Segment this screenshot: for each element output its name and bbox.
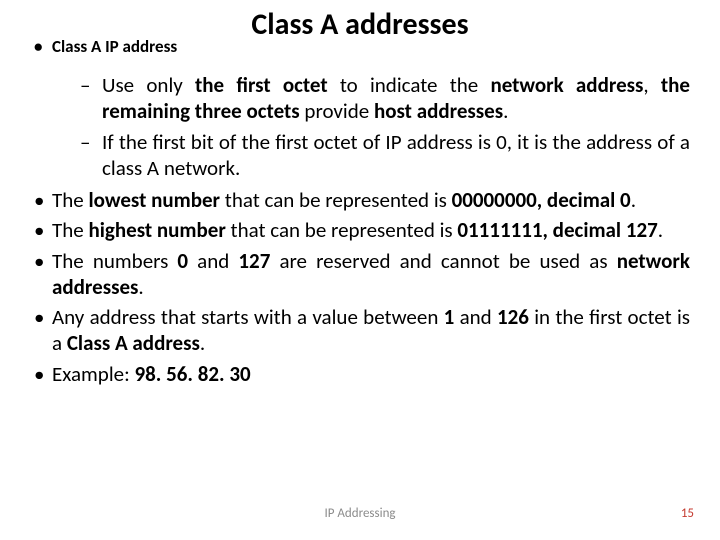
- sub-bullet-first-bit: If the first bit of the first octet of I…: [52, 129, 690, 182]
- text: The: [52, 187, 88, 213]
- text: that can be represented is: [225, 187, 452, 213]
- bold-text: the first octet: [195, 72, 340, 98]
- text: The: [52, 217, 88, 243]
- page-number: 15: [681, 506, 694, 521]
- text: .: [631, 187, 636, 213]
- text: .: [503, 98, 508, 124]
- bold-text: 1: [444, 304, 460, 330]
- bold-text: 00000000, decimal 0: [452, 187, 631, 213]
- bullet-highest-number: The highest number that can be represent…: [28, 217, 690, 243]
- bold-text: network address: [490, 72, 643, 98]
- bold-text: host addresses: [374, 98, 503, 124]
- bold-text: 01111111, decimal 127: [457, 217, 657, 243]
- bold-text: 0: [177, 248, 197, 274]
- text: and: [460, 304, 497, 330]
- bold-text: 98. 56. 82. 30: [134, 361, 250, 387]
- footer-label: IP Addressing: [0, 506, 720, 521]
- bullet-list-top: Class A IP address Use only the first oc…: [28, 36, 690, 181]
- bullet-lowest-number: The lowest number that can be represente…: [28, 187, 690, 213]
- text: .: [138, 274, 143, 300]
- text: and: [197, 248, 238, 274]
- bold-text: lowest number: [88, 187, 224, 213]
- bold-text: 127: [238, 248, 279, 274]
- text: Any address that starts with a value bet…: [52, 304, 444, 330]
- bold-text: Class A address: [67, 330, 200, 356]
- text: ,: [643, 72, 660, 98]
- bullet-example: Example: 98. 56. 82. 30: [28, 361, 690, 387]
- sub-bullet-first-octet: Use only the first octet to indicate the…: [52, 72, 690, 125]
- text: that can be represented is: [231, 217, 458, 243]
- bullet-reserved: The numbers 0 and 127 are reserved and c…: [28, 248, 690, 301]
- sub-bullet-list: Use only the first octet to indicate the…: [52, 72, 690, 181]
- text: .: [200, 330, 205, 356]
- slide-footer: IP Addressing 15: [0, 506, 720, 526]
- slide-content: Class A IP address Use only the first oc…: [28, 36, 690, 391]
- bullet-range: Any address that starts with a value bet…: [28, 304, 690, 357]
- text: provide: [304, 98, 374, 124]
- bullet-class-a-ip: Class A IP address Use only the first oc…: [28, 36, 690, 181]
- bold-text: highest number: [88, 217, 230, 243]
- text: Example:: [52, 361, 134, 387]
- text: to indicate the: [340, 72, 491, 98]
- bullet-label: Class A IP address: [52, 36, 177, 57]
- text: are reserved and cannot be used as: [279, 248, 616, 274]
- bold-text: 126: [497, 304, 534, 330]
- text: Use only: [102, 72, 195, 98]
- bullet-list-main: The lowest number that can be represente…: [28, 187, 690, 387]
- text: .: [658, 217, 663, 243]
- text: The numbers: [52, 248, 177, 274]
